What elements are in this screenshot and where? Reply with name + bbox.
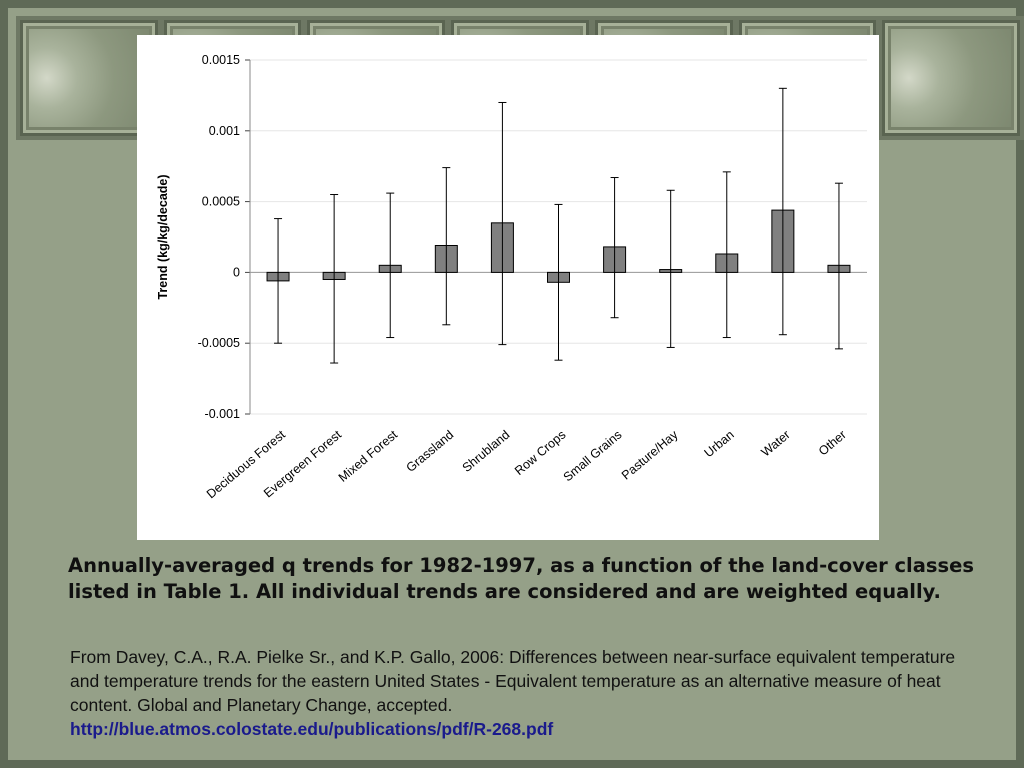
x-tick-label-6: Small Grains (561, 428, 625, 485)
source-text: From Davey, C.A., R.A. Pielke Sr., and K… (70, 647, 956, 715)
source-link[interactable]: http://blue.atmos.colostate.edu/publicat… (70, 719, 554, 739)
x-tick-label-7: Pasture/Hay (619, 427, 681, 482)
decorative-panel (882, 20, 1021, 136)
slide-caption: Annually-averaged q trends for 1982-1997… (68, 554, 974, 603)
y-axis-label: Trend (kg/kg/decade) (156, 174, 170, 299)
bar-chart: 0.0015 0.001 0.0005 0 -0.0005 -0.001 Trend (kg… (156, 53, 867, 501)
x-tick-label-3: Grassland (404, 428, 457, 475)
y-tick-label: -0.0005 (198, 336, 240, 350)
x-tick-label-9: Water (759, 428, 793, 460)
y-tick-label: 0 (233, 265, 240, 279)
y-tick-label: -0.001 (205, 407, 240, 421)
x-tick-label-8: Urban (702, 428, 737, 461)
x-tick-label-4: Shrubland (460, 428, 513, 475)
y-tick-label: 0.001 (209, 124, 240, 138)
chart-area: 0.0015 0.001 0.0005 0 -0.0005 -0.001 Trend (kg… (137, 35, 879, 540)
decorative-panel (20, 20, 158, 136)
y-tick-label: 0.0005 (202, 195, 240, 209)
y-tick-label: 0.0015 (202, 53, 240, 67)
x-tick-label-5: Row Crops (512, 428, 568, 478)
x-tick-label-2: Mixed Forest (336, 427, 401, 484)
source-citation: From Davey, C.A., R.A. Pielke Sr., and K… (70, 645, 970, 741)
x-tick-label-10: Other (816, 428, 849, 459)
